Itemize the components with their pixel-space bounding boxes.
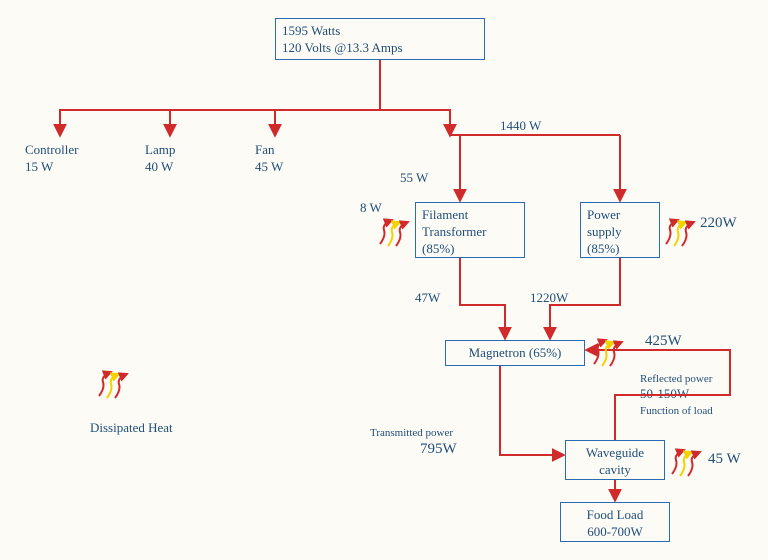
source-line2: 120 Volts @13.3 Amps <box>282 40 478 57</box>
filament-l3: (85%) <box>422 241 518 258</box>
food-box: Food Load 600-700W <box>560 502 670 542</box>
food-l1: Food Load <box>567 507 663 524</box>
source-box: 1595 Watts 120 Volts @13.3 Amps <box>275 18 485 60</box>
heat-icon <box>662 218 702 253</box>
psu-box: Power supply (85%) <box>580 202 660 258</box>
heat-icon <box>668 448 708 483</box>
w1440-label: 1440 W <box>500 118 541 135</box>
w55-label: 55 W <box>400 170 428 187</box>
dissipated-label: Dissipated Heat <box>90 420 173 437</box>
w1220-label: 1220W <box>530 290 568 307</box>
heat-icon <box>376 218 416 253</box>
reflected2: 50-150W <box>640 386 689 403</box>
waveguide-l2: cavity <box>572 462 658 479</box>
psu-l2: supply <box>587 224 653 241</box>
magnetron-l1: Magnetron (65%) <box>469 345 562 360</box>
magnetron-box: Magnetron (65%) <box>445 340 585 366</box>
w45-label: 45 W <box>708 450 741 470</box>
reflected1: Reflected power <box>640 372 712 386</box>
filament-l2: Transformer <box>422 224 518 241</box>
psu-l1: Power <box>587 207 653 224</box>
food-l2: 600-700W <box>567 524 663 541</box>
w220-label: 220W <box>700 214 737 234</box>
heat-icon <box>590 338 630 373</box>
fan-label: Fan 45 W <box>255 142 283 176</box>
source-line1: 1595 Watts <box>282 23 478 40</box>
waveguide-box: Waveguide cavity <box>565 440 665 480</box>
lamp-label: Lamp 40 W <box>145 142 175 176</box>
controller-label: Controller 15 W <box>25 142 78 176</box>
waveguide-l1: Waveguide <box>572 445 658 462</box>
w47-label: 47W <box>415 290 440 307</box>
w425-label: 425W <box>645 332 682 352</box>
filament-l1: Filament <box>422 207 518 224</box>
reflected3: Function of load <box>640 404 713 418</box>
psu-l3: (85%) <box>587 241 653 258</box>
w8-label: 8 W <box>360 200 382 217</box>
transmitted1: Transmitted power <box>370 426 453 440</box>
heat-icon <box>95 370 135 405</box>
filament-box: Filament Transformer (85%) <box>415 202 525 258</box>
transmitted2: 795W <box>420 440 457 460</box>
